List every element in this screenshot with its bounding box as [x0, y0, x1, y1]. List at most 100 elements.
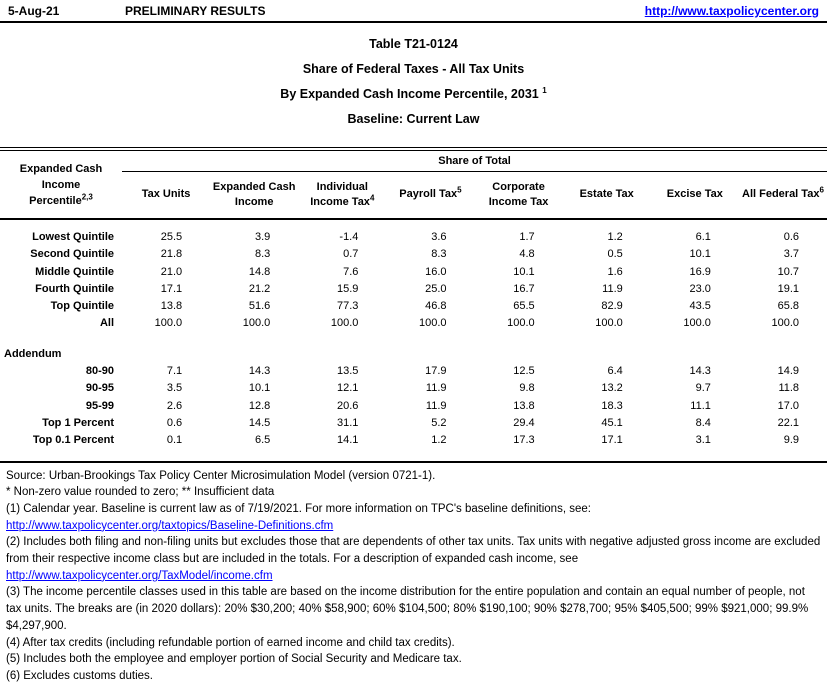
cell-value: 9.8: [519, 382, 535, 395]
table-row: Middle Quintile 21.0 14.8 7.6 16.0 10.1 1.6 16.…: [0, 264, 827, 281]
cell-value: 7.1: [166, 365, 183, 378]
title-block: Table T21-0124 Share of Federal Taxes - …: [0, 23, 827, 132]
column-header: Excise Tax: [650, 171, 739, 220]
cell-value: 6.4: [607, 365, 623, 378]
spacer-row: [0, 333, 827, 346]
cell-value: 14.1: [336, 434, 359, 447]
tax-share-table: Expanded Cash Income Percentile2,3 Share…: [0, 147, 827, 450]
data-table-wrapper: Expanded Cash Income Percentile2,3 Share…: [0, 147, 827, 463]
share-of-total-header: Share of Total: [122, 149, 827, 172]
cell-value: 100.0: [683, 317, 711, 330]
column-header: All Federal Tax6: [738, 171, 827, 220]
footnote-marker: 4: [369, 193, 375, 203]
column-header: Corporate Income Tax: [474, 171, 563, 220]
cell-value: 5.2: [431, 416, 447, 429]
cell-value: 100.0: [418, 317, 447, 330]
cell-value: 16.0: [425, 265, 447, 278]
row-label: Fourth Quintile: [35, 282, 114, 295]
taxpolicycenter-link[interactable]: http://www.taxpolicycenter.org: [644, 4, 819, 18]
row-label: Middle Quintile: [35, 265, 114, 278]
cell-value: 46.8: [425, 300, 447, 313]
cell-value: 21.8: [160, 248, 183, 261]
table-row: 95-99 2.6 12.8 20.6 11.9 13.8 18.3 11.1 17.0: [0, 398, 827, 415]
cell-value: 14.3: [248, 365, 271, 378]
cell-value: 100.0: [154, 317, 183, 330]
cell-value: 8.3: [431, 248, 447, 261]
footnote-marker-1: 1: [542, 85, 547, 95]
table-subtitle-percentile: By Expanded Cash Income Percentile, 2031…: [280, 85, 547, 101]
column-header: Tax Units: [122, 171, 211, 220]
column-header: Expanded Cash Income: [210, 171, 299, 220]
date-label: 5-Aug-21: [8, 4, 60, 18]
table-number-title: Table T21-0124: [369, 37, 458, 51]
cell-value: 1.2: [607, 231, 623, 243]
cell-value: 12.8: [248, 399, 271, 412]
footnote-6: (6) Excludes customs duties.: [6, 670, 154, 682]
row-label: All: [99, 317, 114, 330]
table-row: Top Quintile 13.8 51.6 77.3 46.8 65.5 82.9 43.5…: [0, 298, 827, 315]
column-header: Estate Tax: [562, 171, 651, 220]
income-definition-link[interactable]: http://www.taxpolicycenter.org/TaxModel/…: [6, 569, 273, 582]
cell-value: 1.2: [431, 434, 447, 447]
cell-value: 6.5: [254, 434, 271, 447]
footnote-5: (5) Includes both the employee and emplo…: [6, 653, 462, 666]
cell-value: 16.9: [689, 265, 711, 278]
row-label: 95-99: [85, 399, 114, 412]
cell-value: 29.4: [513, 416, 535, 429]
cell-value: 2.6: [166, 399, 183, 412]
cell-value: 3.9: [254, 231, 271, 243]
row-label: Second Quintile: [30, 248, 114, 261]
cell-value: 100.0: [330, 317, 359, 330]
row-label: Top Quintile: [50, 300, 114, 313]
table-header: Expanded Cash Income Percentile2,3 Share…: [0, 149, 827, 220]
cell-value: 0.5: [607, 248, 623, 261]
cell-value: 1.6: [607, 265, 623, 278]
cell-value: 8.3: [254, 248, 271, 261]
table-subtitle: Share of Federal Taxes - All Tax Units: [302, 62, 525, 76]
cell-value: 17.1: [601, 434, 623, 447]
cell-value: 18.3: [601, 399, 623, 412]
cell-value: 100.0: [242, 317, 271, 330]
cell-value: 11.8: [778, 382, 800, 395]
cell-value: 65.8: [777, 300, 800, 313]
cell-value: 9.9: [783, 434, 800, 447]
cell-value: 9.7: [695, 382, 711, 395]
cell-value: 11.9: [425, 382, 447, 395]
footnote-marker: 6: [819, 185, 824, 195]
table-row: Top 0.1 Percent 0.1 6.5 14.1 1.2 17.3 17.1 3.1 9…: [0, 432, 827, 449]
cell-value: 77.3: [336, 300, 359, 313]
cell-value: 0.1: [166, 434, 183, 447]
cell-value: 31.1: [336, 416, 359, 429]
cell-value: 100.0: [595, 317, 623, 330]
cell-value: 4.8: [519, 248, 535, 261]
cell-value: 15.9: [336, 282, 359, 295]
cell-value: 10.1: [513, 265, 535, 278]
row-label: 80-90: [85, 365, 114, 378]
preliminary-results-label: PRELIMINARY RESULTS: [125, 4, 266, 18]
footnotes-section: Source: Urban-Brookings Tax Policy Cente…: [0, 463, 827, 685]
footnote-1: (1) Calendar year. Baseline is current l…: [6, 502, 591, 515]
cell-value: 23.0: [689, 282, 711, 295]
table-row: Top 1 Percent 0.6 14.5 31.1 5.2 29.4 45.1 8.4 22…: [0, 415, 827, 432]
baseline-definitions-link[interactable]: http://www.taxpolicycenter.org/taxtopics…: [6, 519, 334, 532]
row-label: Top 1 Percent: [42, 416, 114, 429]
source-note: Source: Urban-Brookings Tax Policy Cente…: [6, 469, 436, 482]
cell-value: 13.8: [513, 399, 535, 412]
cell-value: 43.5: [689, 300, 711, 313]
cell-value: 3.1: [695, 434, 711, 447]
table-row: Lowest Quintile 25.5 3.9 -1.4 3.6 1.7 1.2 6.1 0.…: [0, 229, 827, 246]
cell-value: 20.6: [336, 399, 359, 412]
page-header: 5-Aug-21 PRELIMINARY RESULTS http://www.…: [0, 0, 827, 23]
cell-value: 11.9: [425, 399, 447, 412]
corner-header: Expanded Cash Income Percentile2,3: [0, 149, 122, 220]
cell-value: 19.1: [777, 282, 800, 295]
footnote-2: (2) Includes both filing and non-filing …: [6, 536, 821, 566]
cell-value: 0.7: [343, 248, 359, 261]
cell-value: 3.7: [783, 248, 800, 261]
cell-value: 11.9: [602, 282, 623, 295]
cell-value: 22.1: [777, 416, 800, 429]
cell-value: 100.0: [507, 317, 535, 330]
table-row: All 100.0 100.0 100.0 100.0 100.0 100.0 100.0 10…: [0, 315, 827, 332]
cell-value: 11.1: [690, 399, 711, 412]
cell-value: 10.7: [777, 265, 800, 278]
